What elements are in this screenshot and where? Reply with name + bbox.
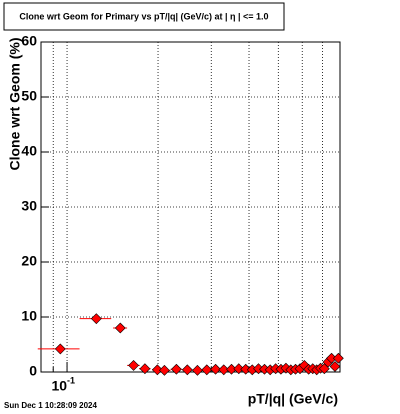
point (128, 359, 139, 371)
point (151, 364, 163, 376)
point (329, 361, 341, 372)
point (159, 364, 170, 376)
point (181, 364, 193, 376)
y-tick-label: 60 (21, 33, 37, 49)
footer: Sun Dec 1 10:28:09 2024 (4, 401, 97, 410)
point (233, 363, 245, 375)
x-axis-label: pT/|q| (GeV/c) (248, 391, 338, 407)
y-tick-label: 0 (29, 363, 37, 379)
y-tick-label: 30 (21, 198, 37, 214)
y-tick-label: 50 (21, 88, 37, 104)
y-tick-label: 20 (21, 253, 37, 269)
point (332, 352, 344, 364)
point (210, 363, 221, 375)
point (192, 364, 203, 376)
point (139, 363, 151, 375)
y-tick-label: 10 (21, 308, 37, 324)
x-tick-exponent: -1 (67, 375, 75, 385)
point (170, 363, 182, 375)
y-tick-label: 40 (21, 143, 37, 159)
point (90, 313, 102, 325)
x-tick-label: 10 (51, 378, 67, 394)
point (240, 363, 252, 375)
y-axis-label: Clone wrt Geom (%) (7, 37, 23, 170)
chart-title: Clone wrt Geom for Primary vs pT/|q| (Ge… (19, 11, 268, 21)
point (54, 343, 66, 355)
title-box (3, 2, 285, 31)
point (201, 364, 213, 376)
point (114, 322, 126, 334)
point (218, 364, 230, 376)
